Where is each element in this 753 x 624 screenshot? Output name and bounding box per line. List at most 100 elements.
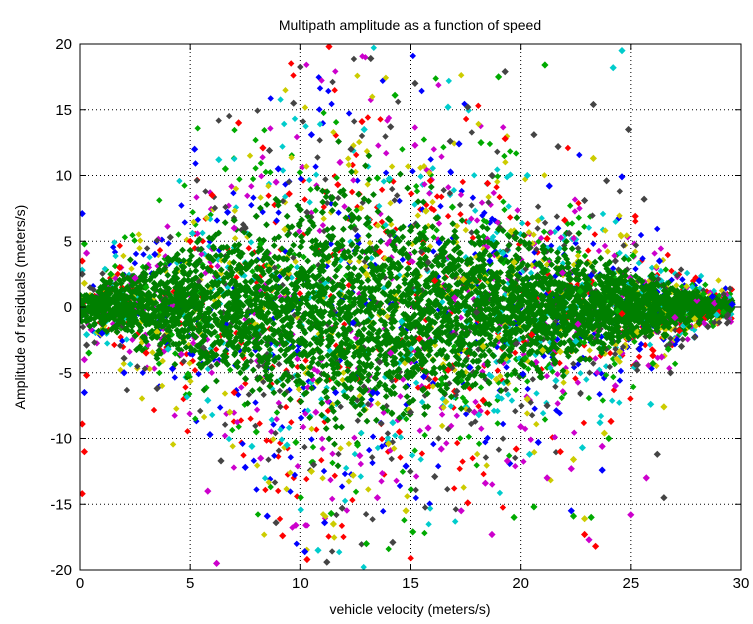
data-point [285, 190, 293, 198]
data-point [486, 257, 494, 265]
data-point [457, 507, 465, 515]
data-point [420, 373, 428, 381]
data-point [444, 103, 452, 111]
data-point [523, 171, 531, 180]
y-tick-label: -5 [59, 365, 72, 382]
data-point [660, 494, 668, 502]
data-point [224, 208, 232, 216]
data-point [451, 294, 459, 302]
data-point [642, 474, 650, 482]
data-point [285, 373, 293, 381]
data-point [455, 140, 463, 148]
data-point [252, 428, 260, 436]
data-point [204, 487, 212, 495]
data-point [517, 237, 525, 245]
data-point [376, 358, 384, 366]
data-point [213, 559, 221, 567]
data-point [215, 156, 223, 164]
data-point [501, 135, 509, 143]
data-point [80, 240, 88, 248]
data-point [307, 371, 315, 379]
data-point [616, 348, 624, 356]
data-point [484, 179, 492, 187]
data-point [338, 504, 346, 512]
data-point [448, 203, 456, 211]
data-point [550, 356, 558, 364]
data-point [98, 285, 106, 293]
data-point [301, 548, 309, 556]
data-point [80, 296, 88, 304]
data-point [671, 287, 679, 295]
data-point [120, 275, 128, 283]
data-point [208, 235, 216, 243]
data-point [581, 530, 589, 539]
data-point [406, 227, 415, 235]
data-point [241, 224, 249, 232]
y-tick-label: -20 [50, 562, 72, 579]
data-point [263, 359, 271, 368]
data-point [459, 275, 467, 283]
data-point [204, 396, 212, 404]
data-point [265, 146, 274, 155]
data-point [664, 345, 672, 353]
data-point [512, 445, 520, 453]
data-point [80, 279, 88, 287]
data-point [492, 375, 500, 383]
data-point [191, 145, 199, 153]
data-point [572, 337, 580, 345]
data-point [627, 511, 635, 519]
data-point [175, 340, 183, 348]
data-point [362, 220, 370, 228]
data-point [415, 335, 423, 343]
data-point [80, 490, 86, 498]
data-point [208, 191, 216, 199]
data-point [561, 216, 569, 224]
data-point [569, 512, 578, 520]
data-point [80, 257, 86, 265]
data-point [439, 363, 448, 372]
data-point [184, 370, 192, 378]
data-point [552, 377, 560, 385]
data-point [356, 452, 364, 460]
data-point [442, 398, 450, 406]
data-point [633, 361, 641, 369]
data-point [543, 402, 551, 410]
data-point [600, 429, 608, 437]
data-point [369, 388, 377, 397]
data-point [616, 333, 624, 341]
x-axis-label: vehicle velocity (meters/s) [329, 601, 490, 617]
data-point [556, 348, 564, 356]
data-point [389, 538, 397, 546]
data-point [131, 332, 139, 340]
data-point [417, 359, 426, 368]
data-points [80, 44, 736, 567]
data-point [680, 321, 688, 329]
data-point [409, 528, 417, 536]
data-point [376, 248, 384, 256]
data-point [534, 438, 542, 446]
data-point [517, 423, 525, 431]
data-point [470, 408, 478, 416]
data-point [395, 428, 404, 436]
data-point [682, 319, 690, 327]
data-point [431, 473, 439, 481]
data-point [80, 210, 86, 218]
data-point [629, 252, 637, 260]
data-point [424, 258, 432, 266]
data-point [274, 198, 282, 206]
data-point [332, 388, 340, 397]
data-point [675, 327, 683, 335]
data-point [329, 520, 337, 528]
data-point [713, 311, 721, 319]
data-point [389, 419, 397, 427]
points-cloud [80, 44, 736, 570]
data-point [252, 212, 260, 220]
data-point [142, 263, 150, 272]
data-point [230, 224, 238, 232]
data-point [116, 263, 124, 272]
data-point [510, 258, 518, 266]
data-point [567, 507, 575, 515]
data-point [398, 317, 406, 326]
data-point [85, 349, 93, 357]
data-point [594, 337, 602, 345]
